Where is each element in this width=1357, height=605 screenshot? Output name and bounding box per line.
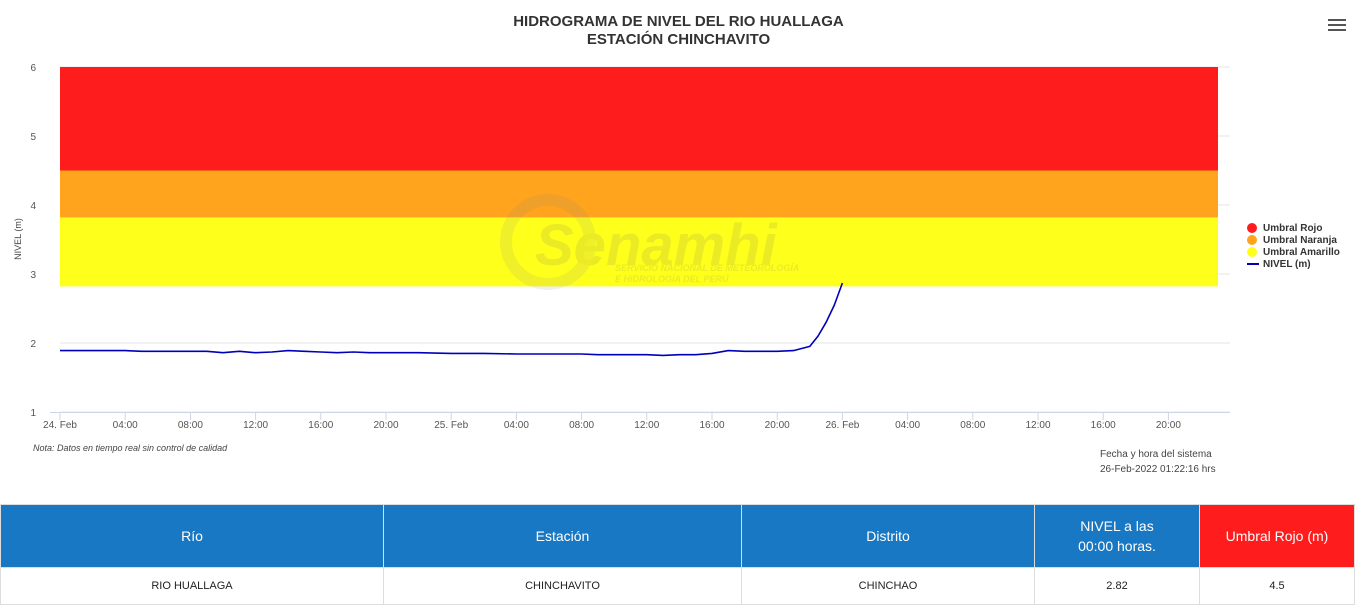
header-nivel-line1: NIVEL a las <box>1080 518 1154 534</box>
x-tick-label: 12:00 <box>634 420 659 431</box>
threshold-band-umbral-amarillo <box>60 217 1218 287</box>
legend-dot-icon <box>1247 247 1257 257</box>
legend-label: NIVEL (m) <box>1263 258 1311 270</box>
watermark-brand: Senamhi <box>535 213 779 278</box>
legend-line-icon <box>1247 263 1259 265</box>
x-tick-label: 26. Feb <box>825 420 859 431</box>
legend-item-umbral-amarillo[interactable]: Umbral Amarillo <box>1247 246 1340 258</box>
system-date-label: Fecha y hora del sistema <box>1100 449 1212 460</box>
cell-rio: RIO HUALLAGA <box>0 567 384 605</box>
cell-nivel: 2.82 <box>1034 567 1200 605</box>
system-date: Fecha y hora del sistema 26-Feb-2022 01:… <box>1100 447 1216 477</box>
x-tick-label: 08:00 <box>178 420 203 431</box>
chart-legend: Umbral Rojo Umbral Naranja Umbral Amaril… <box>1247 222 1340 270</box>
chart-title: HIDROGRAMA DE NIVEL DEL RIO HUALLAGA <box>513 13 844 30</box>
chart-menu-button[interactable] <box>1326 16 1348 36</box>
x-tick-label: 08:00 <box>960 420 985 431</box>
x-tick-label: 16:00 <box>699 420 724 431</box>
x-tick-label: 04:00 <box>504 420 529 431</box>
watermark-subtitle-2: E HIDROLOGÍA DEL PERÚ <box>615 273 729 284</box>
hydrograph-chart: 1 2 3 4 5 6 Senamhi SERVICIO NACIONAL DE METEOR… <box>13 13 1348 477</box>
header-nivel-line2: 00:00 horas. <box>1078 538 1156 554</box>
hamburger-icon-bar <box>1328 19 1346 21</box>
x-tick-label: 25. Feb <box>434 420 468 431</box>
x-tick-label: 24. Feb <box>43 420 77 431</box>
header-nivel: NIVEL a las 00:00 horas. <box>1034 504 1200 568</box>
watermark-subtitle-1: SERVICIO NACIONAL DE METEOROLOGÍA <box>615 263 799 273</box>
table-row: RIO HUALLAGA CHINCHAVITO CHINCHAO 2.82 4… <box>0 567 1355 605</box>
system-date-value: 26-Feb-2022 01:22:16 hrs <box>1100 464 1216 475</box>
cell-estacion: CHINCHAVITO <box>383 567 742 605</box>
x-tick-label: 20:00 <box>373 420 398 431</box>
legend-label: Umbral Naranja <box>1263 234 1337 246</box>
y-tick-label: 2 <box>30 339 36 350</box>
x-tick-label: 16:00 <box>308 420 333 431</box>
x-tick-label: 16:00 <box>1091 420 1116 431</box>
cell-distrito: CHINCHAO <box>741 567 1035 605</box>
threshold-band-umbral-naranja <box>60 170 1218 218</box>
x-tick-label: 20:00 <box>765 420 790 431</box>
y-tick-label: 5 <box>30 132 36 143</box>
header-distrito: Distrito <box>741 504 1035 568</box>
y-tick-label: 6 <box>30 63 36 74</box>
x-tick-label: 04:00 <box>895 420 920 431</box>
x-tick-label: 12:00 <box>1025 420 1050 431</box>
hamburger-icon-bar <box>1328 24 1346 26</box>
y-tick-label: 4 <box>30 201 36 212</box>
y-axis-label: NIVEL (m) <box>13 218 23 260</box>
legend-dot-icon <box>1247 223 1257 233</box>
legend-label: Umbral Rojo <box>1263 222 1323 234</box>
table-header-row: Río Estación Distrito NIVEL a las 00:00 … <box>0 504 1355 568</box>
chart-subtitle: ESTACIÓN CHINCHAVITO <box>586 31 771 48</box>
legend-item-umbral-rojo[interactable]: Umbral Rojo <box>1247 222 1340 234</box>
quality-note: Nota: Datos en tiempo real sin control d… <box>33 443 228 453</box>
header-rio: Río <box>0 504 384 568</box>
legend-item-umbral-naranja[interactable]: Umbral Naranja <box>1247 234 1340 246</box>
header-umbral-rojo: Umbral Rojo (m) <box>1199 504 1355 568</box>
x-tick-label: 04:00 <box>113 420 138 431</box>
senamhi-logo-icon <box>500 194 596 290</box>
header-estacion: Estación <box>383 504 742 568</box>
series-line-nivel <box>60 282 844 357</box>
x-tick-label: 08:00 <box>569 420 594 431</box>
threshold-band-umbral-rojo <box>60 67 1218 171</box>
legend-item-nivel[interactable]: NIVEL (m) <box>1247 258 1340 270</box>
y-tick-label: 1 <box>30 408 36 419</box>
cell-umbral-rojo: 4.5 <box>1199 567 1355 605</box>
x-tick-label: 12:00 <box>243 420 268 431</box>
station-summary-table: Río Estación Distrito NIVEL a las 00:00 … <box>0 504 1355 605</box>
legend-label: Umbral Amarillo <box>1263 246 1340 258</box>
hamburger-icon-bar <box>1328 29 1346 31</box>
legend-dot-icon <box>1247 235 1257 245</box>
x-tick-label: 20:00 <box>1156 420 1181 431</box>
y-tick-label: 3 <box>30 270 36 281</box>
